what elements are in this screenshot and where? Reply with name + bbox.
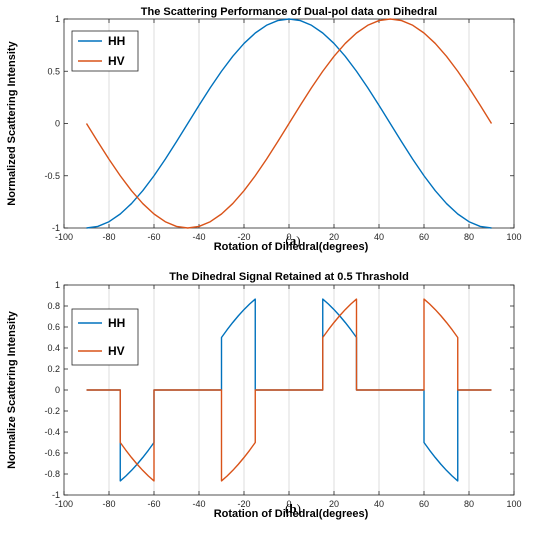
series-line-hv: [85, 18, 493, 229]
x-tick-label: -100: [55, 232, 73, 242]
x-tick-label: -60: [147, 232, 160, 242]
y-tick-label: 0: [55, 385, 60, 395]
x-axis-label: Rotation of Dihedral(degrees): [214, 241, 369, 253]
chart-b: -100 -80 -60 -40 -20 0 20 40 60 80 100 -1 -0.8 -0.6 -0…: [6, 271, 522, 520]
x-tick-label: 0: [286, 499, 291, 509]
y-tick-label: -1: [52, 223, 60, 233]
x-tick-label: 20: [329, 499, 339, 509]
y-tick-label: 0.6: [47, 322, 60, 332]
caption-close: ): [296, 233, 300, 248]
x-axis-label: Rotation of Dihedral(degrees): [214, 508, 369, 520]
y-tick-label: -0.5: [44, 171, 60, 181]
legend-label-hh: HH: [108, 34, 125, 48]
x-tick-label: 40: [374, 499, 384, 509]
y-tick-label: 1: [55, 14, 60, 24]
x-tick-label: -40: [192, 499, 205, 509]
x-tick-label: 60: [419, 232, 429, 242]
x-tick-label: 80: [464, 232, 474, 242]
chart-a: -100 -80 -60 -40 -20 0 20 40 60 80 100 -1 -0.5 0 0.5 1 T…: [6, 6, 522, 253]
x-tick-label: 100: [506, 499, 521, 509]
x-tick-label: 20: [329, 232, 339, 242]
series-line-hv: [86, 298, 492, 482]
x-tick-label: 100: [506, 232, 521, 242]
x-tick-label: 40: [374, 232, 384, 242]
chart-title: The Scattering Performance of Dual-pol d…: [141, 6, 437, 18]
x-tick-label: 60: [419, 499, 429, 509]
y-tick-label: -0.4: [44, 427, 60, 437]
y-tick-label: -0.2: [44, 406, 60, 416]
x-tick-label: -20: [237, 499, 250, 509]
x-tick-label: -100: [55, 499, 73, 509]
legend-box: [71, 30, 139, 72]
y-tick-label: 0.2: [47, 364, 60, 374]
y-tick-label: -0.6: [44, 448, 60, 458]
caption-open: (: [285, 233, 289, 248]
x-tick-label: 80: [464, 499, 474, 509]
caption-open: (: [285, 501, 289, 516]
legend-label-hv: HV: [108, 344, 125, 358]
caption-close: ): [297, 501, 301, 516]
x-tick-label: -40: [192, 232, 205, 242]
x-tick-label: 0: [286, 232, 291, 242]
y-tick-label: -0.8: [44, 469, 60, 479]
x-tick-label: -60: [147, 499, 160, 509]
y-tick-label: 0.8: [47, 301, 60, 311]
legend: HH HV: [71, 30, 139, 72]
y-tick-label: -1: [52, 490, 60, 500]
caption-letter: b: [289, 501, 296, 516]
y-axis-label: Normalize Scattering Intensity: [6, 310, 18, 469]
legend-box: [71, 308, 139, 366]
legend-label-hh: HH: [108, 316, 125, 330]
caption-letter: a: [290, 233, 297, 248]
x-tick-label: -80: [102, 499, 115, 509]
y-tick-label: 1: [55, 280, 60, 290]
series-line-hh: [86, 18, 492, 229]
x-tick-label: -20: [237, 232, 250, 242]
x-tick-label: -80: [102, 232, 115, 242]
y-axis-label: Normalized Scattering Intensity: [6, 40, 18, 205]
figure-caption: (a): [285, 233, 300, 248]
legend: HH HV: [71, 308, 139, 366]
figure-caption: (b): [285, 501, 301, 516]
legend-label-hv: HV: [108, 54, 125, 68]
y-tick-label: 0.4: [47, 343, 60, 353]
y-tick-label: 0: [55, 119, 60, 129]
chart-title: The Dihedral Signal Retained at 0.5 Thra…: [169, 271, 409, 283]
y-tick-label: 0.5: [47, 66, 60, 76]
